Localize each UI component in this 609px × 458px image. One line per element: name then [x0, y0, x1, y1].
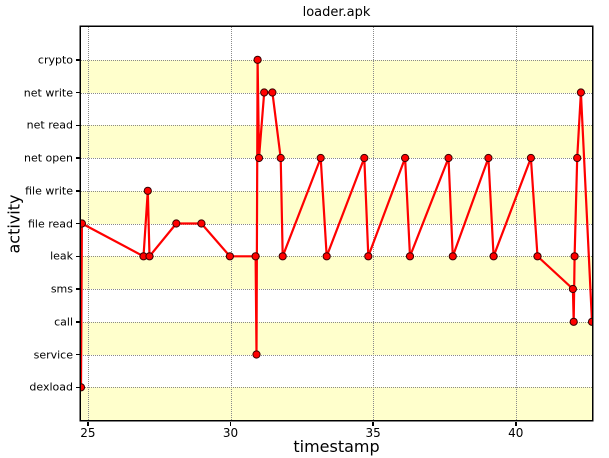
data-point-marker [268, 88, 277, 97]
data-point-marker [316, 153, 325, 163]
y-tick-label: leak [50, 249, 73, 263]
data-point-marker [573, 153, 582, 163]
background-band [81, 59, 592, 93]
gridline-horizontal [81, 321, 592, 323]
y-axis-tick [75, 321, 80, 323]
y-tick-label: net write [23, 86, 73, 99]
y-tick-label: service [33, 348, 73, 361]
y-tick-label: file write [25, 184, 73, 198]
data-point-marker [322, 252, 331, 261]
gridline-horizontal [81, 289, 592, 290]
data-point-marker [143, 186, 152, 195]
y-tick-label: crypto [37, 53, 73, 67]
x-axis-label: timestamp [293, 437, 380, 456]
gridline-vertical [515, 27, 517, 420]
x-axis-tick [515, 421, 517, 426]
gridline-horizontal [81, 223, 592, 225]
activity-trace-line [81, 59, 592, 388]
background-band [81, 321, 592, 355]
data-point-marker [81, 383, 86, 392]
data-point-marker [225, 252, 234, 261]
data-point-marker [444, 153, 453, 163]
plot-area [81, 27, 592, 420]
y-axis-tick [75, 157, 80, 159]
x-axis-tick [87, 421, 89, 426]
y-axis-tick [75, 288, 80, 290]
y-axis-tick [75, 222, 80, 225]
data-point-marker [253, 55, 262, 64]
data-point-marker [448, 252, 457, 261]
y-axis-label: activity [4, 194, 24, 254]
y-tick-label: net open [23, 151, 73, 165]
data-point-marker [197, 219, 206, 228]
y-axis-tick [75, 124, 80, 126]
y-axis-tick [75, 255, 80, 257]
data-point-marker [360, 153, 369, 163]
x-tick-label: 30 [222, 426, 239, 440]
gridline-horizontal [81, 387, 592, 389]
data-point-marker [568, 284, 577, 294]
gridline-horizontal [81, 256, 592, 258]
data-point-marker [489, 252, 498, 261]
data-point-marker [526, 153, 535, 163]
y-axis-tick [75, 353, 80, 356]
background-band [81, 125, 592, 158]
data-point-marker [570, 252, 579, 261]
gridline-horizontal [81, 92, 592, 94]
gridline-horizontal [81, 158, 592, 159]
y-axis-tick [75, 59, 80, 61]
x-tick-label: 35 [365, 426, 381, 440]
data-point-marker [569, 317, 578, 326]
y-tick-label: call [54, 315, 73, 329]
data-point-marker [278, 252, 287, 261]
y-tick-label: net read [26, 118, 73, 132]
gridline-vertical [87, 27, 89, 420]
data-point-marker [81, 219, 86, 228]
data-point-marker [145, 252, 154, 261]
gridline-horizontal [81, 354, 592, 356]
gridline-vertical [230, 27, 232, 420]
background-band [81, 387, 592, 420]
data-point-marker [364, 252, 373, 261]
data-point-marker [172, 219, 181, 228]
data-point-marker [276, 153, 285, 163]
x-axis-tick [229, 421, 232, 426]
data-point-marker [484, 153, 493, 163]
gridline-vertical [373, 27, 375, 420]
data-point-marker [260, 88, 269, 97]
y-axis-tick [75, 386, 80, 388]
data-point-marker [405, 252, 415, 261]
gridline-horizontal [81, 190, 592, 192]
chart-title: loader.apk [302, 5, 371, 20]
background-band [81, 190, 592, 224]
data-point-marker [401, 153, 410, 163]
x-tick-label: 40 [508, 426, 524, 440]
data-point-marker [533, 252, 542, 261]
y-axis-tick [75, 190, 80, 192]
data-point-marker [587, 317, 592, 326]
activity-trace-svg [81, 55, 592, 392]
y-tick-label: sms [50, 282, 73, 296]
data-point-marker [576, 88, 585, 97]
gridline-horizontal [81, 59, 592, 61]
data-point-marker [254, 153, 264, 163]
x-tick-label: 25 [80, 426, 96, 440]
gridline-horizontal [81, 125, 592, 127]
y-axis-tick [75, 91, 80, 94]
data-point-marker [252, 350, 261, 359]
data-point-marker [251, 252, 260, 261]
y-tick-label: dexload [29, 380, 73, 394]
y-tick-label: file read [27, 217, 73, 230]
background-band [81, 256, 592, 289]
x-axis-tick [372, 421, 374, 426]
